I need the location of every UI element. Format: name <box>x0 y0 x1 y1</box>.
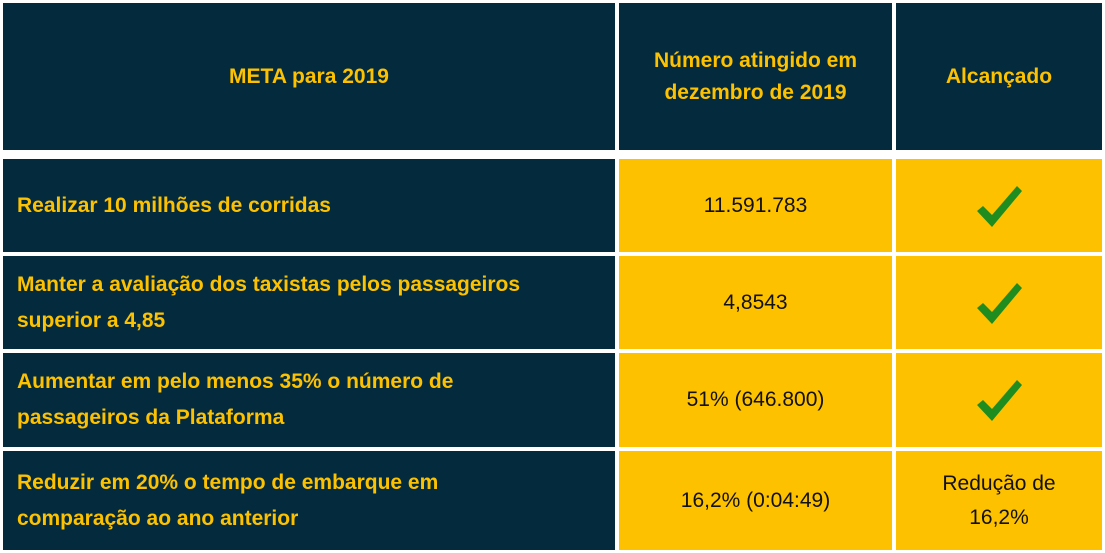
check-icon <box>977 185 1022 227</box>
row-goal-text: Manter a avaliação dos taxistas pelos pa… <box>17 272 521 332</box>
header-goal-cell: META para 2019 <box>3 3 615 150</box>
row-goal-text: Reduzir em 20% o tempo de embarque em co… <box>17 470 439 530</box>
header-number-cell: Número atingido em dezembro de 2019 <box>619 3 892 150</box>
row-value-text: 51% (646.800) <box>686 388 825 411</box>
row-achieved-cell <box>896 353 1102 447</box>
check-icon <box>977 380 1022 421</box>
row-value-cell: 16,2% (0:04:49) <box>619 451 892 550</box>
row-goal-cell: Manter a avaliação dos taxistas pelos pa… <box>3 256 615 349</box>
row-goal-cell: Realizar 10 milhões de corridas <box>3 159 615 252</box>
row-value-text: 4,8543 <box>723 290 788 314</box>
row-value-cell: 4,8543 <box>619 256 892 349</box>
row-goal-cell: Reduzir em 20% o tempo de embarque em co… <box>3 451 615 550</box>
row-achieved-cell <box>896 256 1102 349</box>
header-number-label: Número atingido em dezembro de 2019 <box>653 48 858 104</box>
row-achieved-cell <box>896 159 1102 252</box>
check-icon <box>977 282 1022 324</box>
row-value-cell: 11.591.783 <box>619 159 892 252</box>
row-value-text: 11.591.783 <box>703 193 808 217</box>
row-goal-cell: Aumentar em pelo menos 35% o número de p… <box>3 353 615 447</box>
row-achieved-text: Redução de 16,2% <box>942 471 1056 529</box>
row-value-cell: 51% (646.800) <box>619 353 892 447</box>
row-goal-text: Aumentar em pelo menos 35% o número de p… <box>17 370 454 429</box>
row-goal-text: Realizar 10 milhões de corridas <box>17 193 331 217</box>
header-achieved-label: Alcançado <box>945 64 1053 88</box>
row-achieved-cell: Redução de 16,2% <box>896 451 1102 550</box>
row-value-text: 16,2% (0:04:49) <box>680 488 831 512</box>
header-achieved-cell: Alcançado <box>896 3 1102 150</box>
header-goal-label: META para 2019 <box>229 64 389 88</box>
